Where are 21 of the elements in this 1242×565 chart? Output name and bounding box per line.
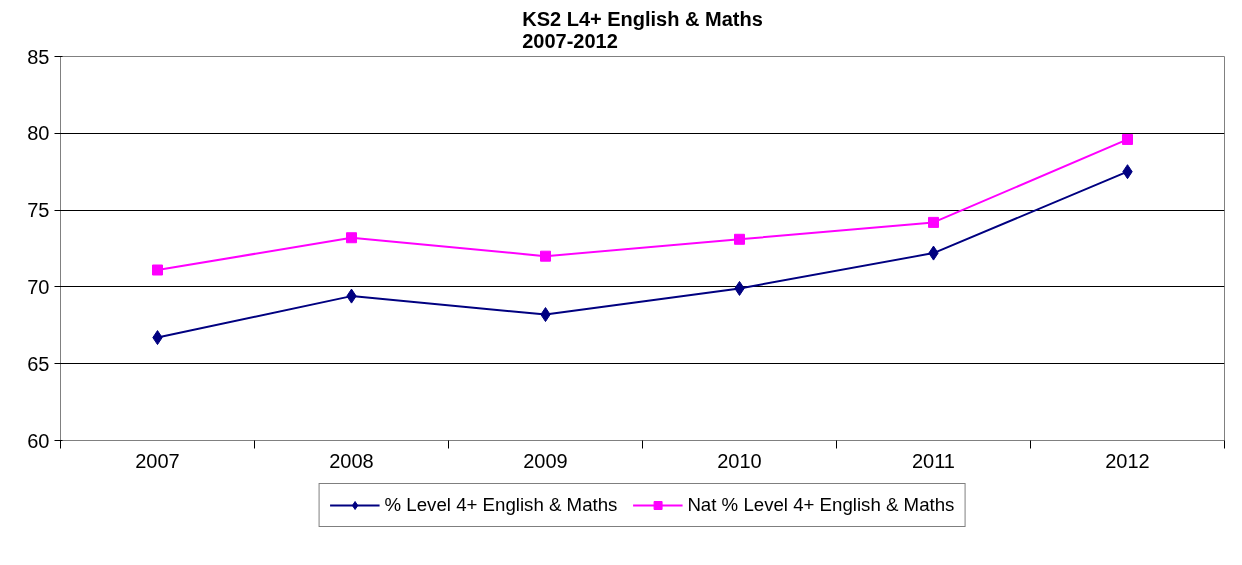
y-tick-label: 80 [27,122,50,145]
legend-label: % Level 4+ English & Maths [384,494,618,516]
point [734,233,745,245]
point [346,232,357,244]
x-tick-label: 2010 [717,449,762,472]
point [540,250,551,262]
y-tick-label: 75 [27,199,50,222]
x-tick-label: 2007 [135,449,180,472]
y-tick-label: 70 [27,275,50,298]
point [152,264,163,276]
x-tick-label: 2008 [329,449,374,472]
y-tick-label: 65 [27,352,50,375]
x-tick-label: 2012 [1105,449,1150,472]
x-tick-label: 2011 [912,449,956,472]
y-tick-label: 60 [27,429,50,452]
legend-label: Nat % Level 4+ English & Maths [687,494,955,516]
x-tick-label: 2009 [523,449,568,472]
point [928,216,939,228]
y-tick-label: 85 [27,45,50,68]
chart-title: KS2 L4+ English & Maths 2007-2012 [522,7,763,52]
point [1122,133,1133,145]
